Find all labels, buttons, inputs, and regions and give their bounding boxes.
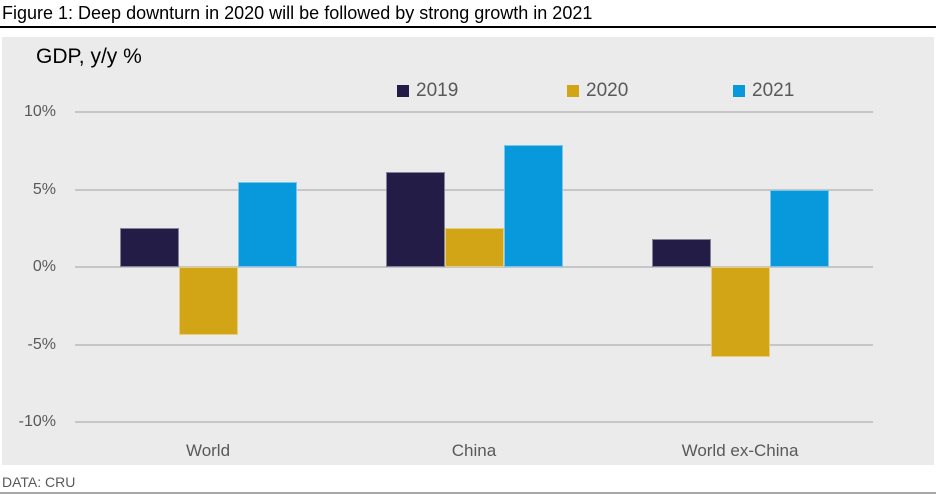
- gridline-5: [75, 188, 873, 191]
- bar-world-2021: [237, 181, 297, 267]
- legend-swatch-icon: [397, 85, 409, 97]
- bar-world-ex-china-2019: [651, 239, 711, 267]
- bottom-rule: [0, 492, 936, 494]
- x-category-label-china: China: [451, 441, 497, 460]
- legend-label: 2019: [416, 80, 459, 101]
- gridline-10: [75, 421, 873, 423]
- bar-china-2020: [444, 228, 504, 267]
- legend-item-2020: 2020: [567, 80, 628, 102]
- legend-swatch-icon: [567, 85, 579, 97]
- figure-title: Figure 1: Deep downturn in 2020 will be …: [2, 3, 593, 23]
- y-tick-label: 5%: [32, 180, 56, 198]
- y-tick-label: -5%: [27, 335, 56, 353]
- y-tick-label: 10%: [23, 103, 56, 120]
- chart-panel: GDP, y/y % 2019 2020 2021 10% 5% 0% -5% -10% W…: [2, 37, 934, 465]
- legend: 2019 2020 2021: [2, 80, 934, 104]
- plot-area: [75, 111, 873, 423]
- bar-china-2019: [385, 172, 445, 267]
- y-axis-title: GDP, y/y %: [36, 45, 142, 68]
- bar-world-2020: [178, 267, 238, 336]
- legend-item-2021: 2021: [733, 80, 794, 102]
- legend-label: 2021: [752, 80, 795, 101]
- bar-world-ex-china-2021: [769, 189, 829, 267]
- y-tick-label: 0%: [32, 258, 56, 275]
- y-tick-label: -10%: [18, 413, 56, 430]
- x-category-label-world: World: [185, 441, 231, 460]
- bar-world-2019: [119, 228, 179, 267]
- legend-item-2019: 2019: [397, 80, 458, 102]
- bar-world-ex-china-2020: [710, 267, 770, 357]
- source-note: DATA: CRU: [2, 474, 76, 490]
- gridline-5: [75, 343, 873, 346]
- title-rule: [0, 26, 936, 28]
- legend-swatch-icon: [733, 85, 745, 97]
- legend-label: 2020: [586, 80, 629, 101]
- bar-china-2021: [503, 144, 563, 267]
- x-category-label-world-ex-china: World ex-China: [681, 441, 799, 460]
- gridline-10: [75, 111, 873, 113]
- gridline-0: [75, 266, 873, 268]
